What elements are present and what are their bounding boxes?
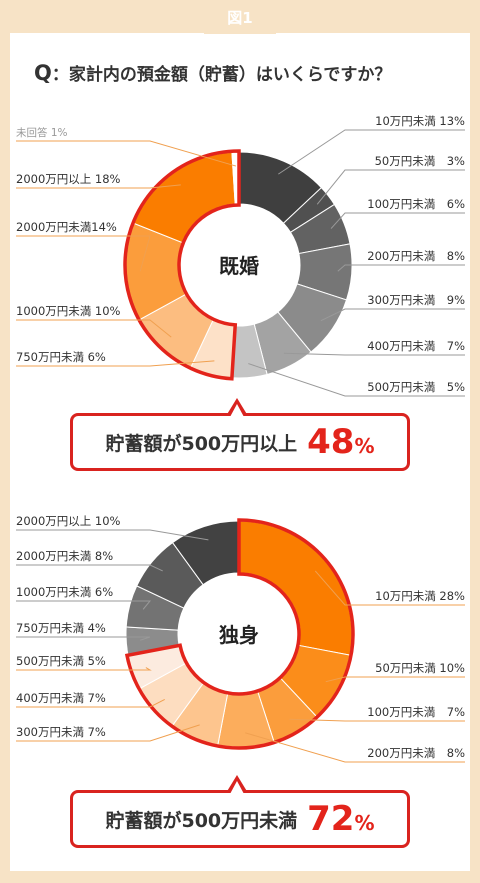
leader-line [320, 308, 465, 322]
slice-label: 400万円未満 7% [16, 691, 106, 705]
leader-line [16, 667, 152, 671]
slice-label: 300万円未満 7% [16, 725, 106, 739]
slice-label: 1000万円未満 6% [16, 585, 113, 599]
slice-label: 100万円未満 7% [367, 705, 465, 719]
leader-line [314, 570, 465, 606]
donut-0: 既婚 10万円未満 13% 50万円未満 3% 100万円未満 6% 200万円未満 8… [16, 114, 465, 397]
leader-line [16, 184, 181, 189]
slice-label: 10万円未満 28% [375, 589, 465, 603]
slice-label: 2000万円未満14% [16, 220, 117, 234]
single-callout-text: 貯蓄額が500万円未満 [105, 809, 298, 832]
slice-label: 100万円未満 6% [367, 197, 465, 211]
slice-label: 50万円未満 3% [375, 154, 465, 168]
leader-line [16, 319, 172, 338]
single-callout-value: 72% [307, 799, 375, 839]
leader-line [330, 212, 465, 229]
slice-label: 2000万円以上 18% [16, 172, 121, 186]
slice-label: 750万円未満 4% [16, 621, 106, 635]
leader-line [289, 718, 465, 722]
slice-label: 750万円未満 6% [16, 350, 106, 364]
leader-line [283, 352, 465, 356]
slice-label: 200万円未満 8% [367, 249, 465, 263]
slice-label: 300万円未満 9% [367, 293, 465, 307]
slice-label: 400万円未満 7% [367, 339, 465, 353]
question-text: ：家計内の預金額（貯蓄）はいくらですか？ [51, 65, 392, 85]
married-callout-value: 48% [307, 422, 375, 462]
married-callout-text: 貯蓄額が500万円以上 [105, 432, 298, 455]
donut-center-label: 独身 [219, 623, 259, 647]
leader-line [248, 363, 465, 397]
leader-line [16, 360, 215, 367]
leader-line [16, 724, 200, 742]
slice-label: 500万円未満 5% [16, 654, 106, 668]
leader-line [16, 699, 165, 708]
leader-line [325, 676, 465, 683]
highlight-outline [123, 149, 241, 381]
leader-line [316, 169, 465, 205]
slice-label: 2000万円未満 8% [16, 549, 113, 563]
donut-center-label: 既婚 [219, 254, 259, 278]
leader-line [278, 129, 465, 175]
leader-line [337, 264, 465, 272]
leader-line [245, 732, 465, 763]
question-heading: Q：家計内の預金額（貯蓄）はいくらですか？ [34, 60, 391, 85]
donut-1: 独身 10万円未満 28% 50万円未満 10% 100万円未満 7% 200万円未満 … [16, 514, 465, 763]
question-prefix: Q [34, 61, 52, 85]
slice-label: 未回答 1% [16, 126, 68, 139]
slice-label: 10万円未満 13% [375, 114, 465, 128]
single-callout: 貯蓄額が500万円未満 72% [70, 775, 410, 848]
figure-label: 図1 [204, 2, 276, 34]
leader-line [16, 636, 151, 641]
slice-label: 500万円未満 5% [367, 380, 465, 394]
slice-label: 200万円未満 8% [367, 746, 465, 760]
slice-label: 50万円未満 10% [375, 661, 465, 675]
slice-label: 1000万円未満 10% [16, 304, 121, 318]
leader-line [16, 600, 152, 610]
married-callout: 貯蓄額が500万円以上 48% [70, 398, 410, 471]
slice-label: 2000万円以上 10% [16, 514, 121, 528]
leader-line [16, 564, 163, 572]
leader-line [16, 140, 237, 167]
leader-line [16, 529, 209, 541]
leader-line [16, 235, 151, 272]
